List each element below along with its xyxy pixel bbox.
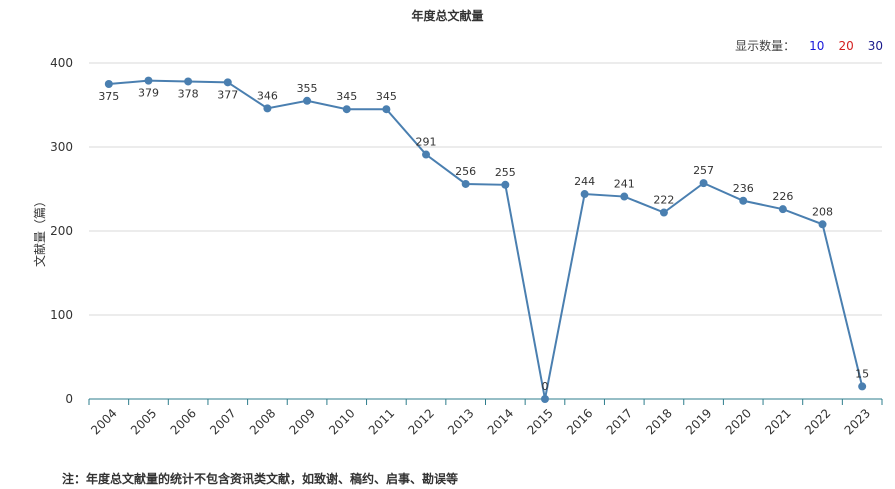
x-tick-label: 2005 — [128, 406, 159, 437]
x-tick-label: 2018 — [643, 406, 674, 437]
x-tick-label: 2006 — [168, 406, 199, 437]
y-tick-label: 100 — [50, 308, 73, 322]
data-label: 222 — [653, 194, 674, 207]
data-point — [104, 80, 113, 88]
data-point — [580, 190, 589, 199]
x-tick-label: 2015 — [524, 406, 555, 437]
y-tick-label: 400 — [50, 56, 73, 70]
x-tick-label: 2021 — [762, 406, 793, 437]
data-point — [342, 105, 351, 114]
data-point — [223, 78, 232, 87]
data-label: 291 — [416, 136, 437, 149]
count-option-20[interactable]: 20 — [838, 39, 854, 53]
data-label: 379 — [138, 87, 159, 100]
data-point — [501, 180, 510, 189]
data-label: 226 — [772, 190, 793, 203]
y-tick-label: 200 — [50, 224, 73, 238]
chart-title: 年度总文献量 — [411, 9, 484, 23]
data-point — [699, 179, 708, 188]
data-point — [184, 77, 193, 86]
data-point — [263, 104, 272, 113]
data-label: 378 — [178, 87, 199, 100]
display-count-label: 显示数量： — [735, 39, 796, 53]
data-point — [778, 205, 787, 214]
data-label: 345 — [336, 90, 357, 103]
data-point — [461, 179, 470, 188]
data-label: 15 — [855, 367, 869, 380]
x-tick-label: 2011 — [366, 406, 397, 437]
data-point — [382, 105, 391, 114]
data-point — [818, 220, 827, 229]
x-tick-label: 2012 — [405, 406, 436, 437]
footnote: 注：年度总文献量的统计不包含资讯类文献，如致谢、稿约、启事、勘误等 — [62, 472, 459, 486]
x-tick-label: 2017 — [604, 406, 635, 437]
data-label: 355 — [297, 82, 318, 95]
x-tick-label: 2008 — [247, 406, 278, 437]
data-label: 244 — [574, 175, 595, 188]
data-label: 241 — [614, 178, 635, 191]
data-label: 255 — [495, 166, 516, 179]
x-tick-label: 2004 — [88, 406, 119, 437]
y-axis-label: 文献量（篇） — [32, 195, 47, 267]
data-point — [144, 76, 153, 85]
data-label: 375 — [98, 90, 119, 103]
data-point — [739, 196, 748, 205]
x-tick-label: 2019 — [683, 406, 714, 437]
count-option-30[interactable]: 30 — [867, 39, 883, 53]
y-tick-label: 300 — [50, 140, 73, 154]
x-tick-label: 2020 — [723, 406, 754, 437]
y-tick-label: 0 — [65, 392, 73, 406]
data-label: 256 — [455, 165, 476, 178]
series-line — [108, 79, 864, 400]
x-tick-label: 2023 — [842, 406, 873, 437]
x-tick-label: 2013 — [445, 406, 476, 437]
data-point — [540, 395, 549, 403]
x-tick-label: 2010 — [326, 406, 357, 437]
x-tick-label: 2016 — [564, 406, 595, 437]
data-point — [659, 208, 668, 217]
data-label: 257 — [693, 164, 714, 177]
data-point — [303, 96, 312, 105]
x-tick-label: 2009 — [287, 406, 318, 437]
data-label: 345 — [376, 90, 397, 103]
data-point — [620, 192, 629, 201]
data-point — [422, 150, 431, 159]
data-label: 208 — [812, 205, 833, 218]
count-option-10[interactable]: 10 — [809, 39, 825, 53]
x-tick-label: 2014 — [485, 406, 516, 437]
x-tick-label: 2007 — [207, 406, 238, 437]
data-label: 346 — [257, 89, 278, 102]
data-point — [858, 382, 867, 391]
data-label: 377 — [217, 88, 238, 101]
data-label: 0 — [541, 380, 548, 393]
data-label: 236 — [733, 182, 754, 195]
x-tick-label: 2022 — [802, 406, 833, 437]
display-count-control: 显示数量： 10 20 30 — [735, 37, 883, 54]
